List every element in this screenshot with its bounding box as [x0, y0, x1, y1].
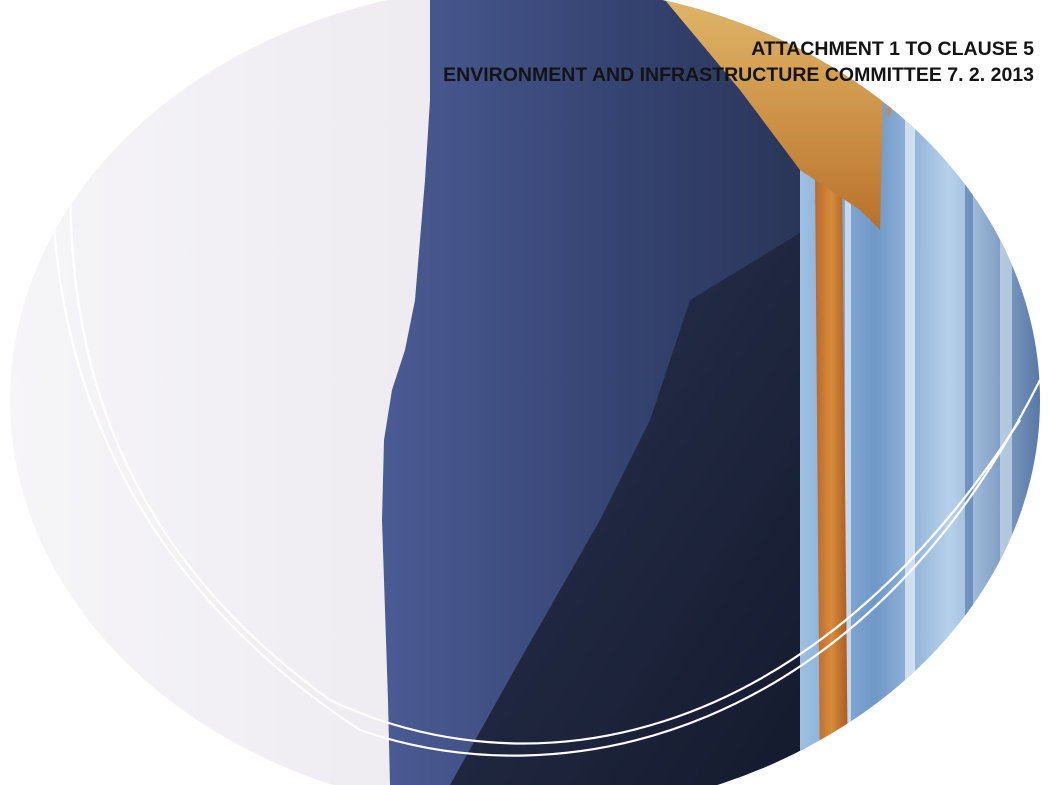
decorative-rings	[51, 0, 1041, 757]
document-header: ATTACHMENT 1 TO CLAUSE 5 ENVIRONMENT AND…	[443, 36, 1034, 88]
attachment-title: ATTACHMENT 1 TO CLAUSE 5	[751, 38, 1034, 60]
committee-date-line: ENVIRONMENT AND INFRASTRUCTURE COMMITTEE…	[443, 64, 1034, 86]
